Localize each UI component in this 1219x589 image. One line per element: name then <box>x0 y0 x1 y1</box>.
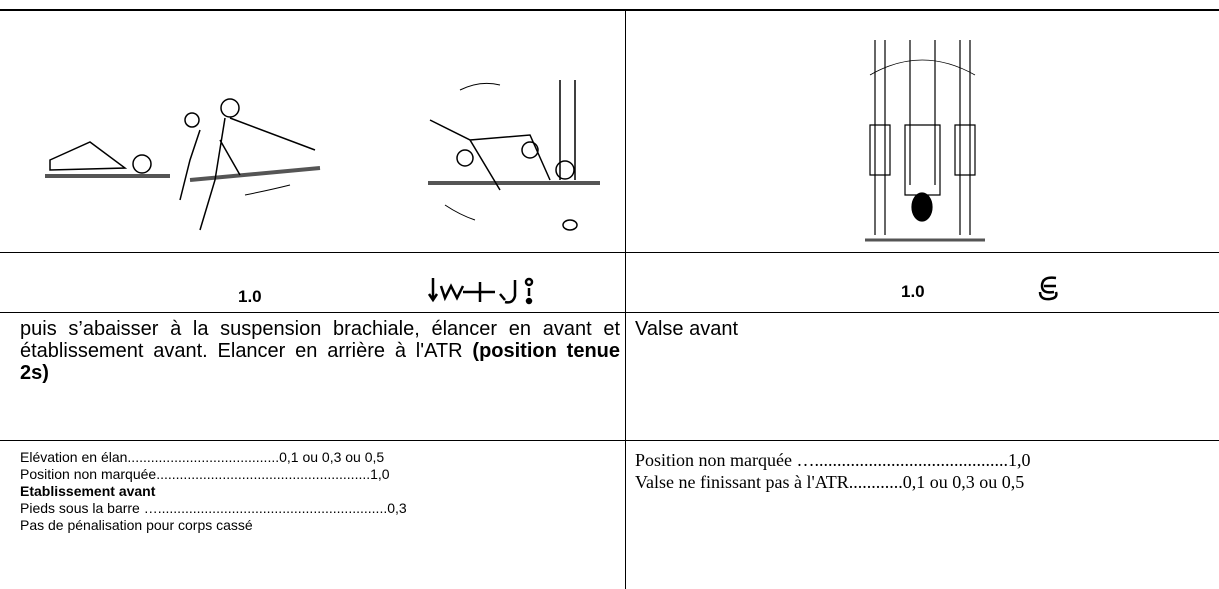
penalty: Position non marquée....................… <box>20 466 390 482</box>
symbol-notation <box>427 277 534 305</box>
row-border <box>0 440 1219 441</box>
penalty: Pieds sous la barre …...................… <box>20 500 407 516</box>
description-text: puis s’abaisser à la suspension brachial… <box>20 318 620 362</box>
score: 1.0 <box>238 287 262 306</box>
description: puis s’abaisser à la suspension brachial… <box>20 318 620 384</box>
penalty-heading: Etablissement avant <box>20 483 156 499</box>
symbol-notation <box>1038 276 1058 301</box>
penalty: Pas de pénalisation pour corps cassé <box>20 517 253 533</box>
penalty: Position non marquée …..................… <box>635 450 1031 470</box>
penalty-list: Elévation en élan.......................… <box>20 449 620 534</box>
penalty-list: Position non marquée …..................… <box>635 449 1219 493</box>
description: Valse avant <box>635 318 739 340</box>
penalty: Valse ne finissant pas à l'ATR..........… <box>635 472 1025 492</box>
table-top-border <box>0 9 1219 11</box>
description-emphasis: (position tenue 2s) <box>20 340 620 384</box>
score: 1.0 <box>901 282 925 301</box>
row-border <box>0 312 1219 313</box>
column-divider <box>625 10 626 589</box>
left-illustration <box>45 80 600 231</box>
penalty: Elévation en élan.......................… <box>20 449 385 465</box>
right-illustration <box>865 40 985 242</box>
row-border <box>0 252 1219 253</box>
